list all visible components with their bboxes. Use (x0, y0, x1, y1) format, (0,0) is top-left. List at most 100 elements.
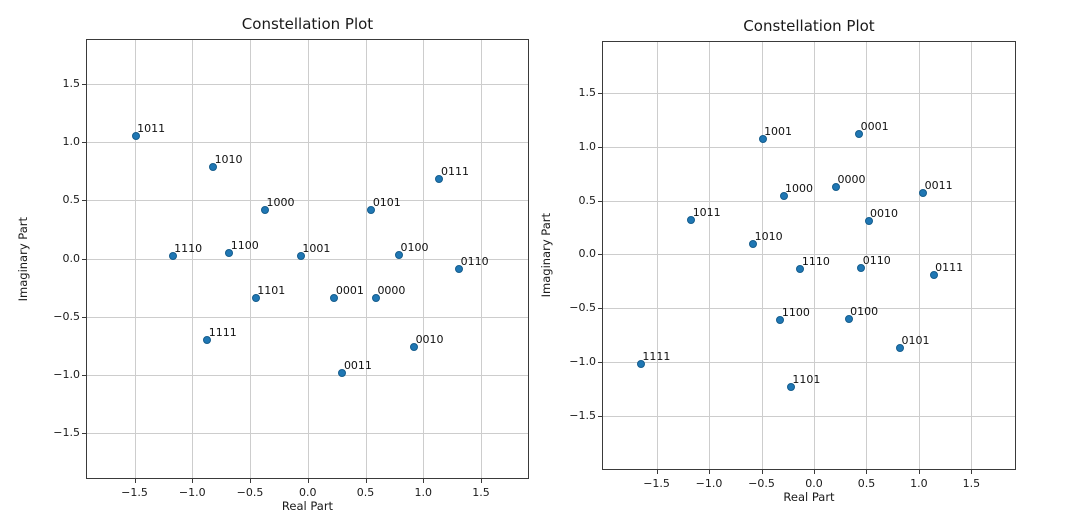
data-point (929, 270, 938, 279)
data-point (844, 314, 853, 323)
x-tick-label: −1.0 (695, 477, 723, 490)
point-label: 0001 (335, 284, 364, 298)
data-point (896, 343, 905, 352)
point-label: 1011 (692, 206, 721, 220)
point-label: 0110 (862, 254, 891, 268)
x-tick-label: 0.0 (299, 486, 317, 499)
gridline (87, 316, 528, 318)
data-point (779, 192, 788, 201)
point-label: 0100 (850, 304, 879, 318)
data-point (371, 294, 380, 303)
y-tick-mark (82, 200, 86, 202)
point-label: 0101 (901, 333, 930, 347)
gridline (603, 415, 1015, 417)
point-label: 0111 (440, 165, 469, 179)
gridline (87, 375, 528, 377)
x-tick-label: 1.0 (414, 486, 433, 499)
data-point (225, 248, 234, 257)
y-tick-mark (82, 258, 86, 260)
data-point (296, 252, 305, 261)
gridline (603, 200, 1015, 202)
x-tick-label: 0.5 (356, 486, 375, 499)
gridline (87, 200, 528, 202)
data-point (203, 336, 212, 345)
y-tick-mark (82, 142, 86, 144)
x-tick-mark (971, 470, 973, 474)
y-tick-mark (598, 254, 602, 256)
gridline (603, 146, 1015, 148)
point-label: 0011 (924, 179, 953, 193)
x-tick-mark (481, 479, 483, 483)
x-tick-label: −0.5 (748, 477, 775, 490)
x-tick-mark (365, 479, 367, 483)
plot-title: Constellation Plot (241, 15, 374, 33)
y-tick-mark (598, 146, 602, 148)
y-tick-mark (598, 415, 602, 417)
x-tick-mark (761, 470, 763, 474)
data-point (749, 239, 758, 248)
data-point (776, 316, 785, 324)
gridline (87, 142, 528, 144)
gridline (87, 258, 528, 260)
data-point (758, 135, 767, 144)
point-label: 0011 (343, 358, 372, 372)
point-label: 0000 (837, 172, 866, 186)
x-tick-mark (250, 479, 252, 483)
y-axis-label: Imaginary Part (16, 39, 30, 479)
x-tick-mark (423, 479, 425, 483)
point-label: 0101 (372, 195, 401, 209)
x-tick-label: 1.5 (472, 486, 490, 499)
x-tick-label: 1.5 (962, 477, 981, 490)
data-point (857, 264, 866, 273)
data-point (168, 252, 177, 261)
point-label: 1110 (174, 242, 203, 256)
x-tick-mark (307, 479, 309, 483)
x-axis-label: Real Part (281, 499, 334, 513)
data-point (687, 216, 696, 225)
gridline (813, 42, 815, 469)
data-point (251, 294, 260, 303)
plot-title: Constellation Plot (743, 17, 875, 35)
data-point (455, 265, 464, 274)
gridline (761, 42, 763, 469)
gridline (866, 42, 868, 469)
x-tick-mark (656, 470, 658, 474)
point-label: 1000 (785, 182, 814, 196)
y-tick-label: −1.5 (569, 408, 596, 422)
y-tick-label: 0.5 (578, 193, 597, 207)
y-axis-label-text: Imaginary Part (16, 216, 30, 302)
y-tick-label: −0.5 (569, 301, 596, 315)
data-point (855, 130, 864, 138)
data-point (864, 217, 873, 226)
gridline (87, 84, 528, 86)
data-point (131, 132, 140, 141)
data-point (367, 205, 376, 214)
data-point (832, 182, 841, 191)
y-tick-mark (82, 433, 86, 435)
data-point (919, 189, 928, 198)
y-tick-label: −1.0 (53, 368, 80, 382)
point-label: 0010 (870, 207, 899, 221)
point-label: 1100 (781, 306, 810, 319)
point-label: 0111 (935, 260, 964, 274)
gridline (918, 42, 920, 469)
x-tick-label: −1.5 (643, 477, 670, 490)
x-tick-mark (192, 479, 194, 483)
point-label: 0001 (860, 120, 889, 133)
x-tick-label: −1.5 (121, 486, 148, 499)
y-tick-mark (598, 200, 602, 202)
point-label: 1101 (257, 284, 286, 298)
point-label: 1011 (137, 122, 166, 136)
x-axis-label: Real Part (783, 490, 835, 504)
point-label: 1001 (302, 242, 331, 256)
y-tick-label: 1.5 (578, 86, 597, 100)
gridline (603, 254, 1015, 256)
point-label: 1001 (764, 125, 793, 139)
point-label: 1100 (230, 238, 259, 252)
data-point (636, 360, 645, 369)
point-label: 0010 (415, 333, 444, 347)
data-point (338, 368, 347, 377)
point-label: 1111 (642, 350, 671, 364)
y-tick-label: 0.5 (62, 193, 81, 207)
y-tick-label: −0.5 (53, 309, 80, 323)
